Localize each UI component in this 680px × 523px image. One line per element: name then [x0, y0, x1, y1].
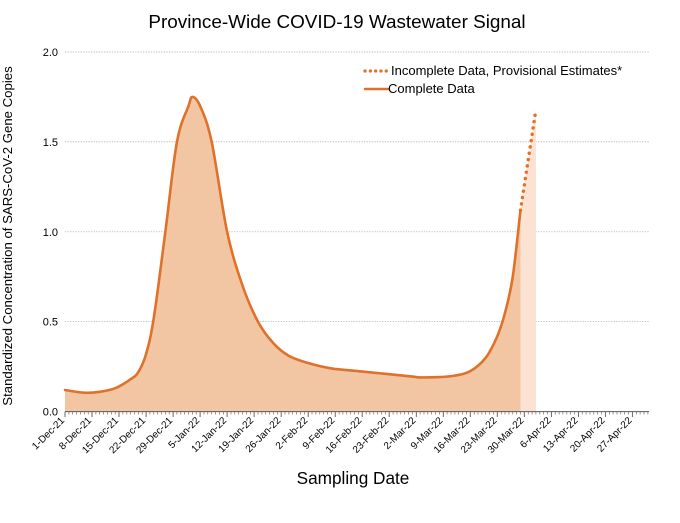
svg-text:1.0: 1.0 [43, 227, 58, 239]
svg-text:1.5: 1.5 [43, 137, 58, 149]
svg-text:Province-Wide COVID-19 Wastewa: Province-Wide COVID-19 Wastewater Signal [148, 12, 525, 33]
svg-text:Sampling Date: Sampling Date [297, 468, 410, 488]
svg-text:Standardized Concentration of: Standardized Concentration of SARS-CoV-2… [0, 66, 15, 406]
svg-text:0.5: 0.5 [43, 317, 58, 329]
svg-text:0.0: 0.0 [43, 407, 58, 419]
svg-text:2.0: 2.0 [43, 47, 58, 59]
svg-text:Incomplete Data, Provisional E: Incomplete Data, Provisional Estimates* [391, 63, 622, 78]
svg-text:Complete Data: Complete Data [388, 81, 475, 96]
